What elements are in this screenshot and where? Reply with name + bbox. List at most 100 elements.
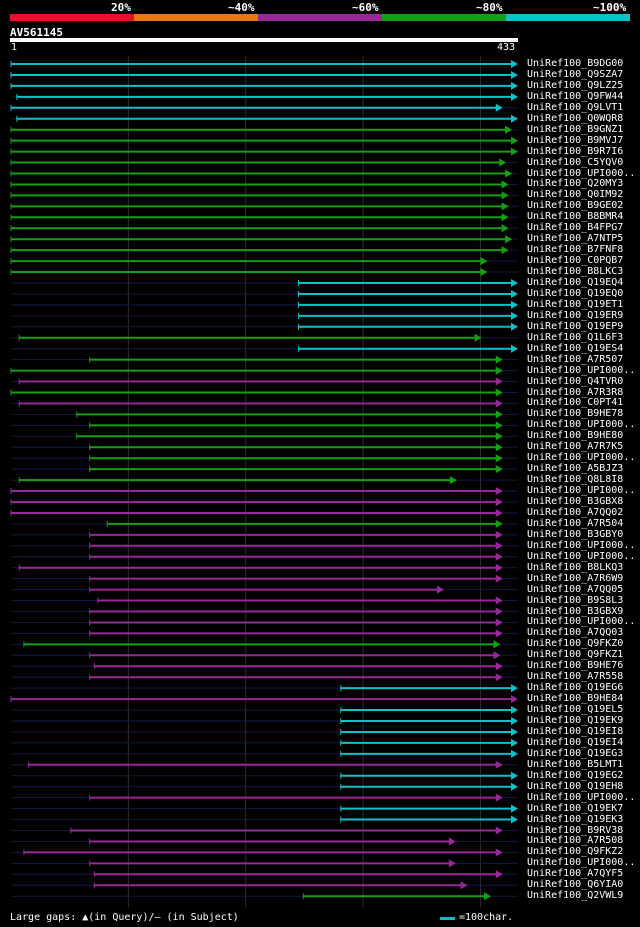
hit-label[interactable]: UniRef100_Q19ET1 [527, 298, 624, 310]
hit-label[interactable]: UniRef100_C0PQB7 [527, 255, 624, 267]
hit-label[interactable]: UniRef100_Q0IM92 [527, 189, 624, 201]
legend-label-2: ~40% [228, 1, 255, 14]
hit-arrow [511, 815, 518, 824]
hit-label[interactable]: UniRef100_B9HE76 [527, 660, 624, 672]
hit-label[interactable]: UniRef100_Q9FKZ0 [527, 638, 624, 650]
hit-label[interactable]: UniRef100_Q20MY3 [527, 178, 624, 190]
hit-arrow [495, 530, 503, 539]
hit-label[interactable]: UniRef100_UPI000.. [527, 452, 636, 464]
hit-label[interactable]: UniRef100_B4FPG7 [527, 222, 624, 234]
hit-arrow [480, 268, 488, 277]
hit-label[interactable]: UniRef100_B8LKQ3 [527, 561, 624, 573]
hit-label[interactable]: UniRef100_Q19EG6 [527, 682, 624, 694]
hit-label[interactable]: UniRef100_Q8L8I8 [527, 474, 624, 486]
hit-label[interactable]: UniRef100_A7R504 [527, 517, 624, 529]
hit-label[interactable]: UniRef100_B9GNZ1 [527, 123, 624, 135]
hit-label[interactable]: UniRef100_Q19EI8 [527, 725, 624, 737]
hit-label[interactable]: UniRef100_A7QYF5 [527, 868, 624, 880]
hit-label[interactable]: UniRef100_Q19EQ0 [527, 287, 624, 299]
hit-label[interactable]: UniRef100_UPI000.. [527, 364, 636, 376]
hit-label[interactable]: UniRef100_Q9LVT1 [527, 101, 624, 113]
hit-label[interactable]: UniRef100_Q9LZ25 [527, 79, 624, 91]
hit-label[interactable]: UniRef100_Q19EP9 [527, 320, 624, 332]
hit-label[interactable]: UniRef100_B9GE02 [527, 200, 624, 212]
hit-label[interactable]: UniRef100_Q19EQ4 [527, 277, 624, 288]
hit-label[interactable]: UniRef100_A7R7K5 [527, 441, 624, 453]
hit-label[interactable]: UniRef100_Q9FKZ1 [527, 649, 624, 661]
hit-arrow [493, 651, 501, 660]
hit-arrow [495, 508, 503, 517]
hit-arrow [511, 727, 518, 736]
hit-label[interactable]: UniRef100_B9DG00 [527, 58, 624, 69]
hit-label[interactable]: UniRef100_UPI000.. [527, 616, 636, 628]
hit-arrow [511, 804, 518, 813]
hit-label[interactable]: UniRef100_Q19EK3 [527, 813, 624, 825]
hit-label[interactable]: UniRef100_A7R508 [527, 835, 624, 847]
hit-label[interactable]: UniRef100_B3GBX8 [527, 496, 624, 507]
hit-label[interactable]: UniRef100_B7FNF8 [527, 244, 624, 256]
hit-arrow [448, 859, 456, 868]
hit-label[interactable]: UniRef100_Q1L6F3 [527, 331, 624, 343]
hit-label[interactable]: UniRef100_UPI000.. [527, 791, 636, 803]
hit-arrow [495, 826, 503, 835]
hit-label[interactable]: UniRef100_Q19EK7 [527, 802, 624, 814]
hit-label[interactable]: UniRef100_B9MVJ7 [527, 134, 624, 146]
hit-label[interactable]: UniRef100_UPI000.. [527, 550, 636, 562]
hit-label[interactable]: UniRef100_Q19ES4 [527, 342, 624, 354]
hit-label[interactable]: UniRef100_Q19ER9 [527, 309, 624, 321]
hit-label[interactable]: UniRef100_A7R3R8 [527, 386, 624, 398]
hit-label[interactable]: UniRef100_Q19EG2 [527, 769, 624, 781]
hit-label[interactable]: UniRef100_A7R558 [527, 671, 624, 683]
hit-label[interactable]: UniRef100_Q0WQR8 [527, 112, 624, 124]
hit-label[interactable]: UniRef100_C5YQV0 [527, 156, 624, 168]
hit-label[interactable]: UniRef100_UPI000.. [527, 419, 636, 431]
hit-label[interactable]: UniRef100_Q2VWL9 [527, 890, 624, 902]
hit-label[interactable]: UniRef100_Q9FKZ2 [527, 846, 624, 858]
hit-label[interactable]: UniRef100_Q19EH8 [527, 780, 624, 792]
gap-legend: Large gaps: ▲(in Query)/– (in Subject) [10, 912, 239, 923]
hit-label[interactable]: UniRef100_B8LKC3 [527, 266, 624, 278]
hit-label[interactable]: UniRef100_C0PT41 [527, 397, 624, 409]
hit-label[interactable]: UniRef100_UPI000.. [527, 539, 636, 551]
hit-arrow [505, 125, 513, 134]
hit-label[interactable]: UniRef100_UPI000.. [527, 857, 636, 869]
hit-arrow [511, 136, 518, 145]
hit-label[interactable]: UniRef100_A7QQ05 [527, 583, 624, 595]
hit-arrow [511, 684, 518, 693]
hit-label[interactable]: UniRef100_Q6YIA0 [527, 879, 624, 891]
hit-arrow [495, 103, 503, 112]
hit-label[interactable]: UniRef100_A5BJZ3 [527, 463, 624, 475]
hit-label[interactable]: UniRef100_B5LMT1 [527, 758, 624, 770]
hit-label[interactable]: UniRef100_Q4TVR0 [527, 375, 624, 387]
hit-label[interactable]: UniRef100_B9R7I6 [527, 145, 624, 157]
hit-label[interactable]: UniRef100_B3GBY0 [527, 528, 624, 540]
hit-label[interactable]: UniRef100_A7QQ02 [527, 506, 624, 518]
hit-label[interactable]: UniRef100_Q9FW44 [527, 90, 624, 102]
hit-label[interactable]: UniRef100_Q19EK9 [527, 715, 624, 726]
hit-label[interactable]: UniRef100_Q19EG3 [527, 747, 624, 759]
hit-label[interactable]: UniRef100_B9HE84 [527, 693, 624, 705]
hit-label[interactable]: UniRef100_A7R6W9 [527, 572, 624, 584]
hit-arrow [511, 749, 518, 758]
hit-label[interactable]: UniRef100_A7QQ03 [527, 627, 624, 639]
hit-arrow [501, 180, 509, 189]
hit-label[interactable]: UniRef100_A7R507 [527, 353, 624, 365]
hit-label[interactable]: UniRef100_B3GBX9 [527, 605, 624, 617]
hit-arrow [449, 476, 457, 485]
hit-arrow [511, 289, 518, 298]
hit-arrow [511, 147, 518, 156]
hit-label[interactable]: UniRef100_Q19EL5 [527, 704, 624, 716]
hit-label[interactable]: UniRef100_B9RV38 [527, 824, 624, 836]
hit-label[interactable]: UniRef100_B8BMR4 [527, 211, 624, 223]
hit-label[interactable]: UniRef100_Q9SZA7 [527, 68, 624, 80]
hit-label[interactable]: UniRef100_B9HE78 [527, 408, 624, 420]
hit-arrow [511, 300, 518, 309]
hit-arrow [511, 60, 518, 68]
hit-label[interactable]: UniRef100_Q19EI4 [527, 736, 624, 748]
hit-label[interactable]: UniRef100_A7NTP5 [527, 233, 624, 245]
hit-arrow [511, 738, 518, 747]
hit-label[interactable]: UniRef100_UPI000.. [527, 485, 636, 497]
hit-label[interactable]: UniRef100_B9S8L3 [527, 594, 624, 606]
hit-label[interactable]: UniRef100_UPI000.. [527, 167, 636, 179]
hit-label[interactable]: UniRef100_B9HE80 [527, 430, 624, 442]
